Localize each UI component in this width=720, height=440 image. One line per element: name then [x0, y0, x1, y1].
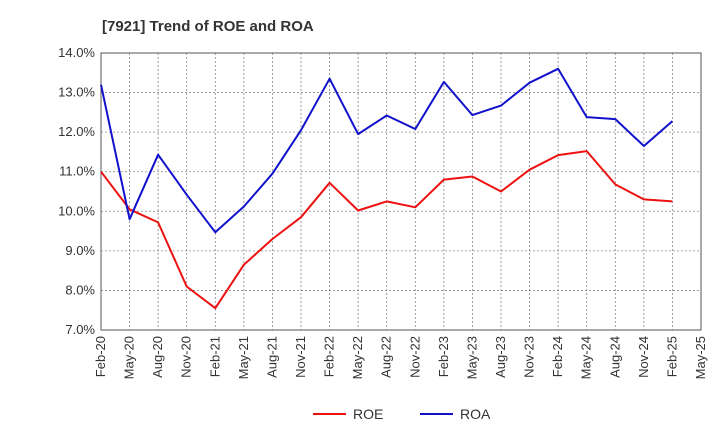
x-tick-label: Feb-24 — [550, 336, 565, 377]
y-tick-label: 9.0% — [65, 243, 95, 258]
x-tick-label: May-24 — [579, 336, 594, 379]
x-tick-label: Nov-20 — [179, 336, 194, 378]
x-tick-label: Aug-20 — [150, 336, 165, 378]
chart-title: [7921] Trend of ROE and ROA — [102, 18, 314, 35]
y-tick-label: 13.0% — [58, 85, 95, 100]
x-tick-label: Feb-23 — [436, 336, 451, 377]
y-axis: 7.0% 8.0% 9.0% 10.0% 11.0% 12.0% 13.0% 14.0% — [58, 45, 95, 337]
x-tick-label: Nov-22 — [407, 336, 422, 378]
series-line-roa — [100, 67, 674, 234]
x-tick-label: Feb-21 — [207, 336, 222, 377]
y-tick-label: 7.0% — [65, 322, 95, 337]
plot-area-frame — [100, 52, 702, 331]
legend-label-roa: ROA — [460, 406, 491, 422]
series-lines — [100, 67, 674, 310]
series-line-roe — [100, 150, 673, 310]
x-tick-label: Feb-22 — [322, 336, 337, 377]
legend-label-roe: ROE — [353, 406, 383, 422]
y-tick-label: 11.0% — [59, 164, 95, 179]
x-tick-label: Aug-22 — [379, 336, 394, 378]
x-tick-label: May-25 — [693, 336, 708, 379]
x-tick-label: Aug-23 — [493, 336, 508, 378]
x-tick-label: Feb-20 — [93, 336, 108, 377]
x-tick-label: Feb-25 — [664, 336, 679, 377]
x-tick-label: May-23 — [464, 336, 479, 379]
y-tick-label: 12.0% — [58, 124, 95, 139]
y-tick-label: 14.0% — [58, 45, 95, 60]
x-tick-label: Nov-24 — [636, 336, 651, 378]
grid — [101, 53, 701, 330]
x-axis: Feb-20 May-20 Aug-20 Nov-20 Feb-21 May-21 Aug-… — [93, 336, 708, 379]
y-tick-label: 8.0% — [65, 282, 95, 297]
y-tick-label: 10.0% — [58, 203, 95, 218]
x-tick-label: Nov-21 — [293, 336, 308, 378]
x-tick-label: May-20 — [122, 336, 137, 379]
x-tick-label: Aug-21 — [264, 336, 279, 378]
x-tick-label: May-22 — [350, 336, 365, 379]
x-tick-label: Nov-23 — [522, 336, 537, 378]
legend: ROE ROA — [313, 406, 491, 422]
x-tick-label: Aug-24 — [607, 336, 622, 378]
x-tick-label: May-21 — [236, 336, 251, 379]
